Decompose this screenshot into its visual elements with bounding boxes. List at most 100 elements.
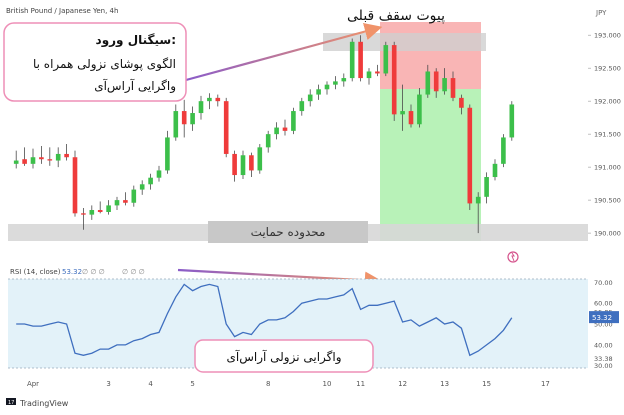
price-tick-label: 190.500 [594, 197, 621, 205]
signal-annotation: سیگنال ورود: الگوی پوشای نزولی همراه با … [3, 22, 187, 102]
candle-bullish [291, 111, 296, 131]
rsi-tick-label: 33.38 [594, 355, 613, 363]
time-tick-label: 17 [541, 380, 550, 388]
candle-bullish [425, 71, 431, 95]
candle-bullish [30, 157, 36, 164]
tradingview-logo-text: 17 [8, 400, 14, 406]
candle-bullish [207, 97, 212, 102]
rsi-placeholders-2: ∅ ∅ ∅ [122, 268, 145, 276]
take-profit-zone [380, 89, 481, 241]
candle-bearish [358, 41, 363, 79]
price-tick-label: 191.000 [594, 164, 621, 172]
rsi-indicator-label: RSI (14, close) [10, 268, 61, 276]
signal-line1: الگوی پوشای نزولی همراه با [33, 57, 176, 72]
time-tick-label: 12 [398, 380, 407, 388]
candle-bullish [501, 137, 506, 164]
symbol-title: British Pound / Japanese Yen, 4h [6, 7, 118, 15]
time-tick-label: 10 [323, 380, 332, 388]
signal-title: سیگنال ورود: [96, 33, 176, 48]
time-tick-label: 15 [482, 380, 491, 388]
candle-bullish [366, 71, 372, 79]
rsi-current-value-text: 53.32 [62, 268, 82, 276]
candle-bearish [123, 200, 128, 203]
price-pane[interactable]: محدوده حمایت 193.000 192.500 192.000 191.50… [8, 22, 621, 243]
candles-layer [13, 35, 515, 234]
tradingview-brand: TradingView [19, 399, 69, 408]
candle-bearish [232, 153, 237, 176]
candle-bullish [324, 84, 330, 90]
candle-bearish [459, 97, 464, 108]
alert-icon[interactable] [507, 251, 519, 263]
candle-bullish [492, 163, 498, 178]
rsi-current-value-badge [589, 311, 619, 324]
candle-bullish [190, 113, 195, 125]
time-tick-label: 3 [106, 380, 110, 388]
zones-layer: محدوده حمایت [8, 22, 588, 243]
candle-bullish [173, 111, 179, 138]
time-axis: Apr 3 4 5 8 10 11 12 13 15 17 [27, 380, 550, 388]
candle-bearish [181, 111, 187, 125]
candle-bullish [299, 101, 305, 112]
candle-bullish [89, 210, 95, 215]
signal-annotation-box [3, 22, 187, 102]
candle-bullish [383, 45, 389, 74]
candle-bullish [55, 153, 61, 161]
rsi-line [16, 283, 513, 357]
candle-bullish [240, 155, 246, 176]
time-tick-label: 8 [266, 380, 270, 388]
currency-label: JPY [595, 9, 607, 17]
candle-bearish [72, 157, 78, 214]
price-tick-label: 192.500 [594, 65, 621, 73]
candle-bullish [13, 160, 19, 164]
footer-brand: 17 TradingView [6, 398, 69, 408]
time-tick-label: 13 [440, 380, 449, 388]
price-tick-label: 190.000 [594, 230, 621, 238]
candle-bullish [417, 94, 422, 125]
divergence-label: واگرایی نزولی آراس‌آی [226, 349, 341, 365]
candle-bullish [400, 111, 405, 115]
candle-bearish [81, 213, 86, 215]
candle-bullish [106, 205, 111, 212]
candle-bullish [509, 104, 515, 138]
time-tick-label: Apr [27, 380, 39, 388]
candle-bullish [274, 127, 279, 135]
candle-bullish [156, 170, 162, 178]
time-tick-label: 5 [190, 380, 194, 388]
price-tick-label: 192.000 [594, 98, 621, 106]
support-label: محدوده حمایت [251, 225, 326, 240]
candle-bearish [22, 159, 27, 164]
rsi-tick-label: 30.00 [594, 362, 613, 370]
candle-bullish [475, 196, 481, 204]
candle-bearish [97, 210, 103, 212]
rsi-tick-label: 40.00 [594, 341, 613, 349]
candle-bullish [114, 200, 120, 206]
candle-bearish [391, 45, 397, 115]
resistance-label: پیوت سقف قبلی [347, 8, 445, 24]
candle-bearish [249, 155, 254, 171]
candle-bullish [341, 78, 347, 82]
candle-bullish [316, 89, 321, 95]
time-tick-label: 4 [148, 380, 153, 388]
rsi-pane[interactable]: RSI (14, close) 53.32 ∅ ∅ ∅ ∅ ∅ ∅ 70.00 6… [8, 268, 619, 373]
candle-bullish [307, 94, 313, 102]
candle-bullish [148, 177, 153, 185]
candle-bullish [198, 101, 204, 114]
candle-bullish [131, 189, 137, 203]
divergence-label-box [194, 339, 374, 373]
candle-bearish [450, 78, 456, 98]
candle-bearish [39, 157, 44, 160]
candle-bearish [408, 111, 414, 125]
time-tick-label: 11 [356, 380, 365, 388]
price-tick-label: 191.500 [594, 131, 621, 139]
price-axis: 193.000 192.500 192.000 191.500 191.000 190.5… [588, 32, 621, 238]
candle-bearish [47, 159, 53, 161]
candle-bearish [215, 97, 221, 102]
rsi-current-value-badge-text: 53.32 [592, 314, 612, 322]
candle-bullish [442, 78, 447, 92]
tradingview-logo-icon [6, 398, 16, 405]
candle-bullish [165, 137, 170, 171]
candle-bullish [484, 177, 489, 197]
price-tick-label: 193.000 [594, 32, 621, 40]
